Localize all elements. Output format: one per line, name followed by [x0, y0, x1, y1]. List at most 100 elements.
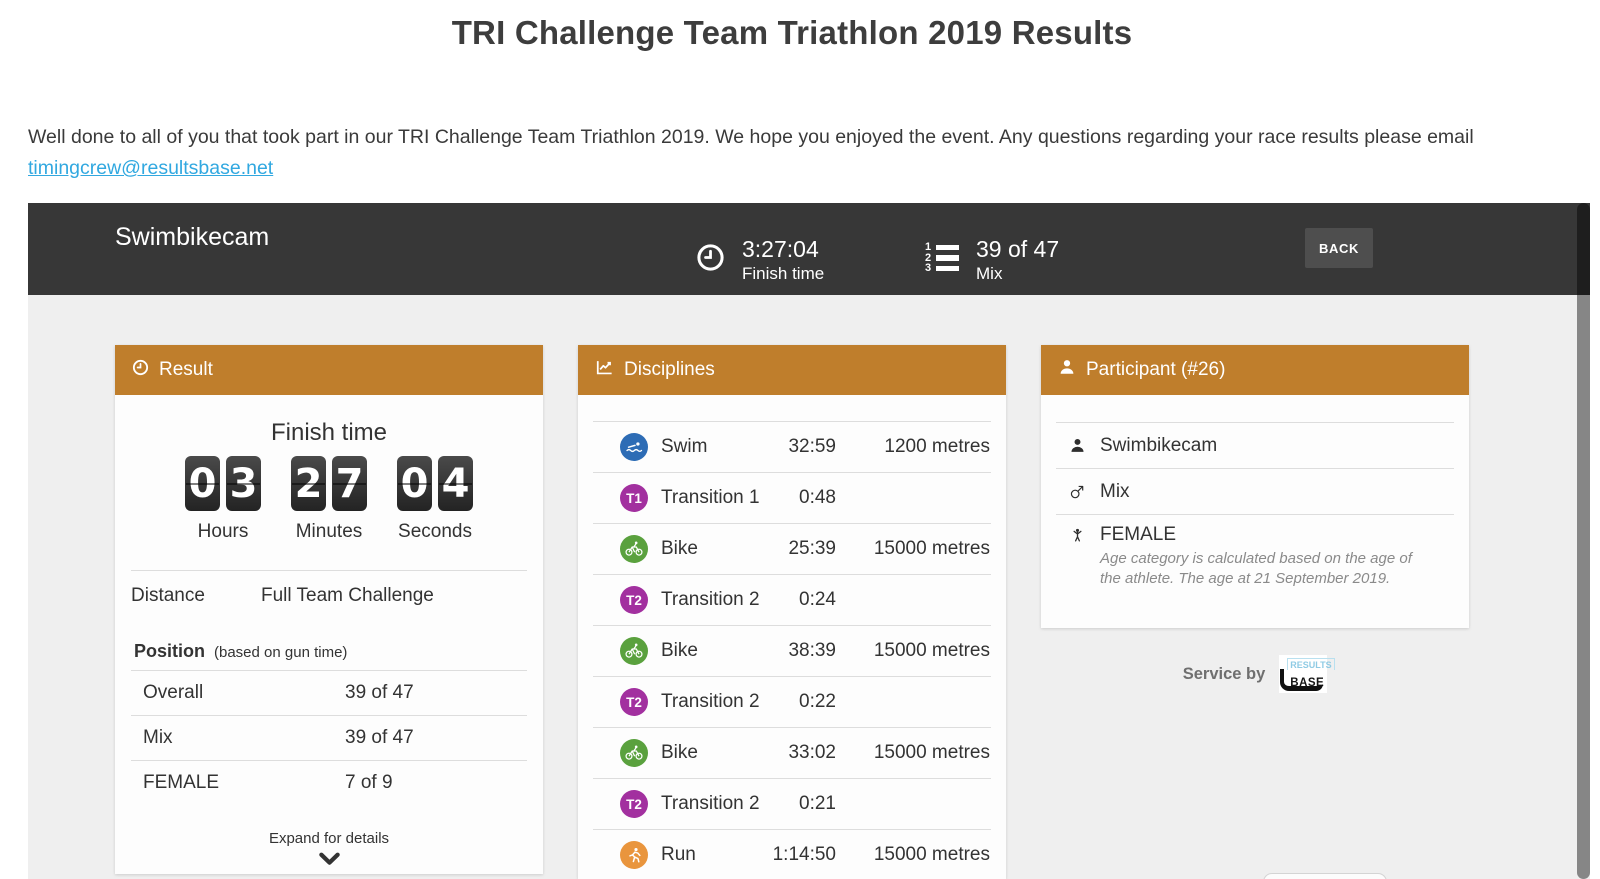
distance-row: Distance Full Team Challenge	[115, 571, 543, 621]
expand-label: Expand for details	[268, 830, 390, 847]
flip-clock-group: 2 7 Minutes	[291, 456, 367, 543]
discipline-distance: 15000 metres	[873, 640, 990, 661]
discipline-row: Swim 32:59 1200 metres	[593, 421, 991, 472]
clock-icon	[696, 243, 725, 277]
discipline-row: T2 Transition 2 0:24	[593, 574, 991, 625]
discipline-name: Bike	[661, 640, 698, 661]
run-icon	[620, 841, 648, 869]
chart-line-icon	[595, 358, 614, 383]
discipline-distance: 1200 metres	[884, 436, 990, 457]
disciplines-panel-header: Disciplines	[578, 345, 1006, 395]
finish-time-value: 3:27:04	[742, 236, 819, 262]
expand-for-details[interactable]: Expand for details	[115, 830, 543, 871]
discipline-name: Swim	[661, 436, 708, 457]
flip-clock: 0 3 Hours 2 7 Minutes 0 4 Seconds	[115, 456, 543, 543]
flip-clock-group: 0 3 Hours	[185, 456, 261, 543]
scrollbar-thumb[interactable]	[1577, 203, 1590, 879]
discipline-name: Transition 2	[661, 793, 760, 814]
participant-row: Swimbikecam	[1056, 422, 1454, 468]
swim-icon	[620, 433, 648, 461]
logo-swoosh	[1280, 669, 1324, 691]
participant-row-text: Swimbikecam	[1100, 434, 1218, 456]
discipline-row: T2 Transition 2 0:22	[593, 676, 991, 727]
position-row: Overall 39 of 47	[131, 670, 527, 715]
user-icon	[1058, 358, 1076, 382]
transition-badge-icon: T2	[620, 688, 648, 716]
result-panel: Result Finish time 0 3 Hours 2 7 Minutes 0 4 Sec…	[115, 345, 543, 874]
discipline-row: T2 Transition 2 0:21	[593, 778, 991, 829]
discipline-row: T1 Transition 1 0:48	[593, 472, 991, 523]
disciplines-list: Swim 32:59 1200 metres T1 Transition 1 0:48 Bi…	[593, 421, 991, 879]
email-link[interactable]: timingcrew@resultsbase.net	[28, 157, 274, 179]
bike-icon	[620, 637, 648, 665]
discipline-time: 38:39	[788, 640, 836, 661]
participant-panel: Participant (#26) Swimbikecam Mix FEMALE Ag…	[1041, 345, 1469, 628]
discipline-time: 33:02	[788, 742, 836, 763]
flip-digit: 7	[332, 456, 367, 511]
distance-value: Full Team Challenge	[261, 585, 434, 606]
intro-text: Well done to all of you that took part i…	[28, 126, 1474, 148]
flip-clock-unit-label: Minutes	[295, 521, 363, 542]
chevron-down-icon	[318, 852, 341, 870]
discipline-name: Transition 1	[661, 487, 760, 508]
flip-digit: 0	[185, 456, 220, 511]
position-row: Mix 39 of 47	[131, 715, 527, 760]
flip-clock-group: 0 4 Seconds	[397, 456, 473, 543]
gender-mix-icon	[1068, 483, 1086, 501]
disciplines-panel-body: Swim 32:59 1200 metres T1 Transition 1 0:48 Bi…	[578, 395, 1006, 879]
discipline-time: 0:21	[799, 793, 836, 814]
position-heading-note: (based on gun time)	[214, 644, 348, 661]
participant-panel-title: Participant (#26)	[1086, 359, 1226, 380]
back-button[interactable]: BACK	[1305, 228, 1373, 268]
divider	[131, 570, 527, 571]
discipline-name: Bike	[661, 742, 698, 763]
discipline-name: Transition 2	[661, 691, 760, 712]
discipline-name: Run	[661, 844, 696, 865]
team-name: Swimbikecam	[115, 223, 270, 251]
discipline-time: 0:22	[799, 691, 836, 712]
bike-icon	[620, 535, 648, 563]
discipline-row: Bike 38:39 15000 metres	[593, 625, 991, 676]
flip-digit: 3	[226, 456, 261, 511]
discipline-distance: 15000 metres	[873, 538, 990, 559]
flip-digit: 2	[291, 456, 326, 511]
team-header-bar: Swimbikecam 3:27:04 Finish time 39 of 47…	[28, 203, 1590, 295]
partially-visible-bottom-button[interactable]	[1263, 873, 1387, 879]
discipline-row: Bike 25:39 15000 metres	[593, 523, 991, 574]
flip-digit: 4	[438, 456, 473, 511]
participant-list: Swimbikecam Mix FEMALE Age category is calc…	[1056, 422, 1454, 610]
ordered-list-icon	[925, 244, 959, 272]
transition-badge-icon: T1	[620, 484, 648, 512]
participant-row: Mix	[1056, 468, 1454, 514]
results-base-logo: RESULTS BASE	[1279, 655, 1335, 693]
position-row-value: 39 of 47	[345, 727, 414, 748]
intro-paragraph: Well done to all of you that took part i…	[28, 122, 1540, 184]
discipline-row: Run 1:14:50 15000 metres	[593, 829, 991, 879]
result-panel-title: Result	[159, 359, 213, 380]
finish-time-heading: Finish time	[270, 419, 388, 446]
positions-list: Overall 39 of 47 Mix 39 of 47 FEMALE 7 of 9	[131, 670, 527, 805]
discipline-time: 0:48	[799, 487, 836, 508]
position-category-label: Mix	[976, 264, 1003, 283]
finish-time-label: Finish time	[742, 264, 825, 283]
result-panel-body: Finish time 0 3 Hours 2 7 Minutes 0 4 Seconds Di…	[115, 395, 543, 874]
discipline-row: Bike 33:02 15000 metres	[593, 727, 991, 778]
flip-clock-unit-label: Hours	[197, 521, 249, 542]
discipline-name: Transition 2	[661, 589, 760, 610]
clock-icon	[132, 359, 149, 382]
position-heading-label: Position	[134, 641, 205, 661]
position-row-value: 7 of 9	[345, 772, 393, 793]
position-row-label: Overall	[143, 682, 204, 703]
user-icon	[1068, 437, 1086, 454]
flip-clock-unit-label: Seconds	[398, 521, 472, 542]
logo-results-text: RESULTS	[1287, 658, 1335, 670]
position-row-value: 39 of 47	[345, 682, 414, 703]
disciplines-panel: Disciplines Swim 32:59 1200 metres T1 Transi…	[578, 345, 1006, 879]
participant-panel-body: Swimbikecam Mix FEMALE Age category is calc…	[1041, 395, 1469, 628]
bike-icon	[620, 739, 648, 767]
position-row-label: Mix	[143, 727, 173, 748]
discipline-time: 1:14:50	[772, 844, 836, 865]
position-value: 39 of 47	[976, 236, 1060, 262]
participant-row-text: FEMALE	[1100, 524, 1177, 545]
participant-row: FEMALE Age category is calculated based o…	[1056, 514, 1454, 610]
